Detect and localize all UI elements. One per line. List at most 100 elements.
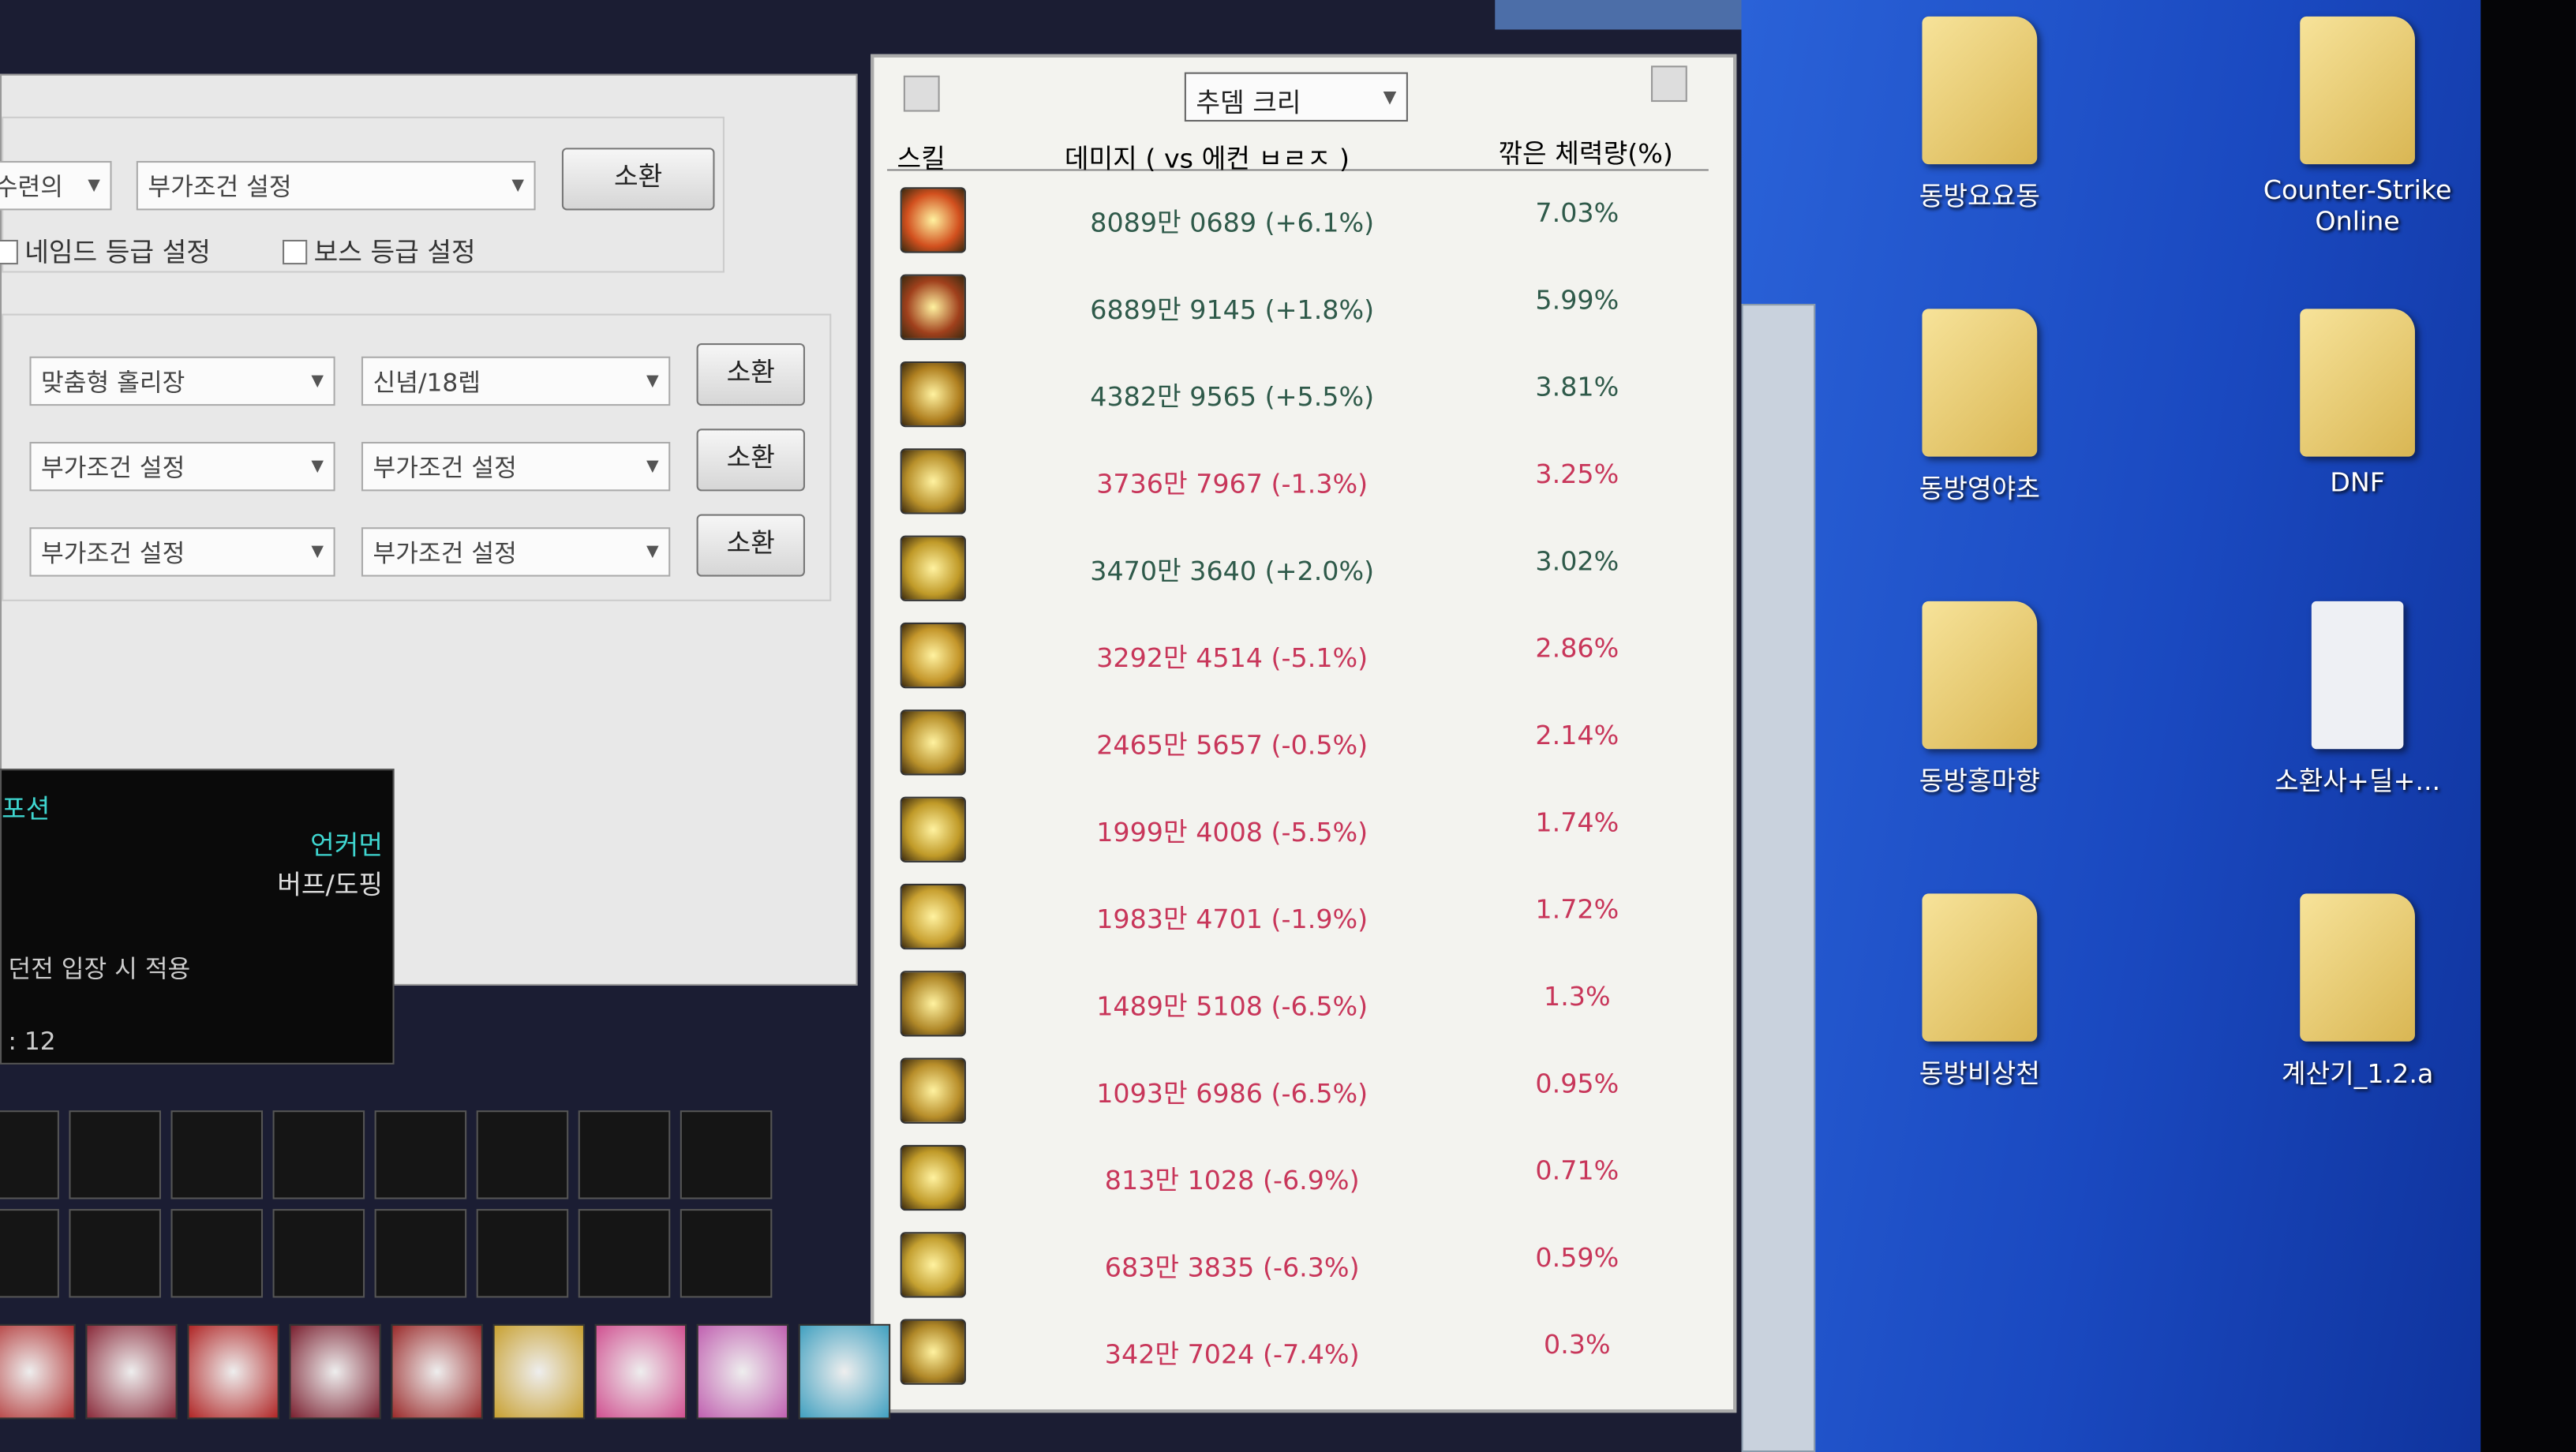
inventory-slot[interactable] [578,1209,671,1298]
skill-icon [900,971,966,1037]
skill-slot[interactable] [492,1323,586,1420]
icon-image [2300,16,2415,165]
hp-percent: 0.95% [1535,1068,1619,1099]
hp-percent: 2.14% [1535,719,1619,751]
damage-value: 2465만 5657 (-0.5%) [1096,729,1368,761]
icon-label: 동방영야초 [1919,473,2040,505]
hp-percent: 3.25% [1535,458,1619,490]
skill-slot[interactable] [696,1323,789,1420]
damage-value: 3470만 3640 (+2.0%) [1090,555,1375,587]
next-button[interactable] [1651,65,1687,103]
icon-label: 동방요요동 [1919,180,2040,212]
hp-percent: 1.74% [1535,806,1619,838]
desktop-icon[interactable]: 계산기_1.2.a [2234,893,2481,1091]
inventory-slot[interactable] [170,1110,264,1199]
inventory-slot[interactable] [578,1110,671,1199]
summon-button[interactable]: 소환 [696,428,805,492]
tooltip-condition: 던전 입장 시 적용 [8,954,191,984]
skill-slot[interactable] [85,1323,178,1420]
damage-value: 1983만 4701 (-1.9%) [1096,903,1368,935]
desktop-icon[interactable]: 동방요요동 [1856,16,2102,214]
skill-icon [900,709,966,776]
table-row: 3292만 4514 (-5.1%) 2.86% [887,609,1709,696]
dropdown[interactable]: 맞춤형 홀리장 [29,356,335,406]
inventory-slot[interactable] [476,1209,569,1298]
hp-percent: 1.3% [1544,980,1611,1012]
skill-slot[interactable] [0,1323,76,1420]
hp-percent: 3.81% [1535,371,1619,402]
hp-percent: 0.59% [1535,1241,1619,1274]
summon-button[interactable]: 소환 [696,514,805,577]
table-row: 3736만 7967 (-1.3%) 3.25% [887,436,1709,522]
header-cell: 깎은 체력량(%) [1498,137,1673,170]
desktop-icon[interactable]: 동방비상천 [1856,893,2102,1091]
table-row: 1093만 6986 (-6.5%) 0.95% [887,1045,1709,1132]
checkbox[interactable]: 네임드 등급 설정 [0,230,211,269]
dropdown[interactable]: 부가조건 설정 [29,441,335,492]
damage-panel [871,54,1737,1413]
dropdown[interactable]: 수련의 [0,160,112,211]
inventory-slot[interactable] [272,1209,365,1298]
icon-image [1922,309,2038,457]
inventory-slot[interactable] [476,1110,569,1199]
dropdown[interactable]: 부가조건 설정 [136,160,536,211]
summon-button[interactable]: 소환 [561,148,715,211]
inventory-slot[interactable] [374,1209,467,1298]
desktop-icon[interactable]: 동방영야초 [1856,309,2102,506]
desktop-icon[interactable]: DNF [2234,309,2481,498]
dropdown[interactable]: 부가조건 설정 [29,527,335,577]
icon-label: 동방비상천 [1919,1057,2040,1090]
desktop-icon[interactable]: 동방홍마향 [1856,601,2102,799]
skill-slot[interactable] [187,1323,279,1420]
window-controls[interactable] [1495,0,1742,30]
summon-button[interactable]: 소환 [696,343,805,406]
prev-button[interactable] [903,75,940,112]
inventory-slot[interactable] [0,1209,59,1298]
skill-icon [900,796,966,863]
icon-image [1922,893,2038,1042]
skill-icon [900,883,966,950]
damage-value: 1093만 6986 (-6.5%) [1096,1077,1368,1110]
icon-image [1922,16,2038,165]
inventory-slot[interactable] [0,1110,59,1199]
damage-value: 6889만 9145 (+1.8%) [1090,294,1375,326]
damage-value: 1489만 5108 (-6.5%) [1096,990,1368,1022]
mode-dropdown[interactable]: 추뎀 크리 [1184,72,1408,122]
dropdown[interactable]: 신념/18렙 [361,356,671,406]
icon-label: DNF [2330,466,2385,498]
desktop-icon[interactable]: Counter-Strike Online [2234,16,2481,237]
icon-label: 계산기_1.2.a [2281,1057,2434,1090]
dropdown[interactable]: 부가조건 설정 [361,441,671,492]
tooltip-title: 포션 [2,793,51,825]
dropdown[interactable]: 부가조건 설정 [361,527,671,577]
damage-value: 4382만 9565 (+5.5%) [1090,380,1375,413]
skill-icon [900,274,966,340]
hp-percent: 7.03% [1535,196,1619,229]
inventory-slot[interactable] [680,1209,773,1298]
damage-value: 1999만 4008 (-5.5%) [1096,816,1368,848]
table-row: 813만 1028 (-6.9%) 0.71% [887,1132,1709,1218]
skill-slot[interactable] [798,1323,891,1420]
table-row: 342만 7024 (-7.4%) 0.3% [887,1306,1709,1393]
inventory-slot[interactable] [680,1110,773,1199]
inventory-slot[interactable] [374,1110,467,1199]
skill-icon [900,1144,966,1211]
inventory-slot[interactable] [170,1209,264,1298]
tooltip-count: : 12 [8,1027,56,1057]
tooltip-category: 버프/도핑 [277,869,384,900]
skill-slot[interactable] [289,1323,381,1420]
inventory-slot[interactable] [272,1110,365,1199]
inventory-slot[interactable] [69,1110,161,1199]
skill-slot[interactable] [391,1323,483,1420]
table-row: 8089만 0689 (+6.1%) 7.03% [887,174,1709,261]
desktop [1741,0,2576,1452]
table-row: 1999만 4008 (-5.5%) 1.74% [887,784,1709,870]
hp-percent: 1.72% [1535,893,1619,925]
desktop-icon[interactable]: 소환사+딜+... [2234,601,2481,799]
item-tooltip: 포션 언커먼 버프/도핑 던전 입장 시 적용 : 12 [0,769,395,1065]
icon-image [1922,601,2038,750]
checkbox[interactable]: 보스 등급 설정 [283,230,476,269]
skill-slot[interactable] [594,1323,687,1420]
inventory-slot[interactable] [69,1209,161,1298]
